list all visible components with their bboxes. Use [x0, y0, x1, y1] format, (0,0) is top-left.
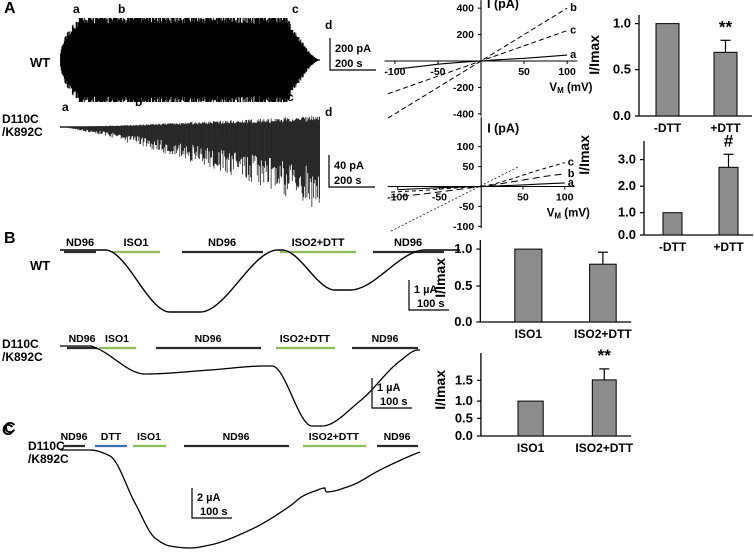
svg-text:+DTT: +DTT: [710, 121, 741, 135]
svg-text:2.0: 2.0: [618, 178, 636, 193]
svg-text:-DTT: -DTT: [654, 121, 682, 135]
svg-text:ND96: ND96: [372, 333, 399, 345]
svg-text:0.5: 0.5: [613, 62, 631, 77]
svg-text:100 s: 100 s: [380, 396, 408, 408]
svg-text:ISO2+DTT: ISO2+DTT: [309, 431, 360, 443]
svg-text:-50: -50: [459, 201, 474, 213]
svg-text:100 s: 100 s: [417, 298, 445, 310]
svg-text:ISO2+DTT: ISO2+DTT: [292, 237, 345, 249]
svg-text:ND96: ND96: [384, 431, 411, 443]
svg-text:ISO1: ISO1: [123, 237, 148, 249]
svg-text:3.0: 3.0: [618, 152, 636, 167]
svg-text:ND96: ND96: [69, 333, 96, 345]
svg-text:-50: -50: [430, 66, 445, 78]
svg-text:1.0: 1.0: [613, 16, 631, 31]
svg-text:200 s: 200 s: [334, 175, 362, 187]
svg-text:b: b: [570, 2, 577, 14]
svg-text:0.0: 0.0: [454, 314, 472, 329]
svg-text:VM (mV): VM (mV): [549, 82, 592, 95]
svg-text:ISO1: ISO1: [515, 327, 543, 341]
svg-text:-100: -100: [387, 192, 408, 204]
svg-text:100: 100: [558, 66, 576, 78]
svg-text:1.0: 1.0: [454, 241, 472, 256]
svg-text:c: c: [570, 25, 576, 37]
svg-text:**: **: [719, 17, 733, 36]
svg-text:ISO1: ISO1: [137, 431, 161, 443]
svg-text:0.5: 0.5: [454, 278, 472, 293]
svg-text:400: 400: [456, 3, 474, 15]
svg-text:ND96: ND96: [223, 431, 250, 443]
svg-text:I (pA): I (pA): [487, 0, 519, 11]
svg-text:ND96: ND96: [66, 237, 94, 249]
svg-text:a: a: [570, 49, 577, 61]
svg-text:1.0: 1.0: [618, 205, 636, 220]
svg-text:100: 100: [457, 141, 475, 153]
svg-text:1.5: 1.5: [455, 372, 473, 387]
svg-text:a: a: [568, 177, 575, 189]
svg-text:1.0: 1.0: [455, 393, 473, 408]
svg-text:100 s: 100 s: [200, 506, 228, 518]
svg-text:ISO2+DTT: ISO2+DTT: [574, 327, 632, 341]
svg-text:40 pA: 40 pA: [334, 160, 364, 172]
svg-text:50: 50: [463, 161, 475, 173]
svg-text:200: 200: [456, 29, 474, 41]
svg-text:-400: -400: [453, 108, 474, 120]
svg-text:VM (mV): VM (mV): [547, 208, 590, 221]
svg-text:ND96: ND96: [61, 431, 88, 443]
svg-text:ND96: ND96: [208, 237, 236, 249]
svg-text:-200: -200: [453, 82, 474, 94]
svg-text:50: 50: [517, 192, 529, 204]
svg-text:-50: -50: [432, 192, 447, 204]
svg-text:1 µA: 1 µA: [377, 382, 401, 394]
svg-text:0.0: 0.0: [613, 108, 631, 123]
svg-text:200 pA: 200 pA: [335, 43, 371, 55]
svg-text:50: 50: [518, 66, 530, 78]
svg-text:200 s: 200 s: [335, 58, 363, 70]
svg-text:I (pA): I (pA): [487, 122, 519, 136]
svg-text:DTT: DTT: [101, 431, 122, 443]
svg-text:ISO1: ISO1: [105, 333, 129, 345]
svg-text:ND96: ND96: [394, 237, 422, 249]
svg-text:**: **: [598, 346, 612, 365]
svg-text:ND96: ND96: [195, 333, 222, 345]
svg-text:ISO2+DTT: ISO2+DTT: [280, 333, 331, 345]
svg-text:2 µA: 2 µA: [197, 492, 221, 504]
svg-text:100: 100: [556, 192, 574, 204]
